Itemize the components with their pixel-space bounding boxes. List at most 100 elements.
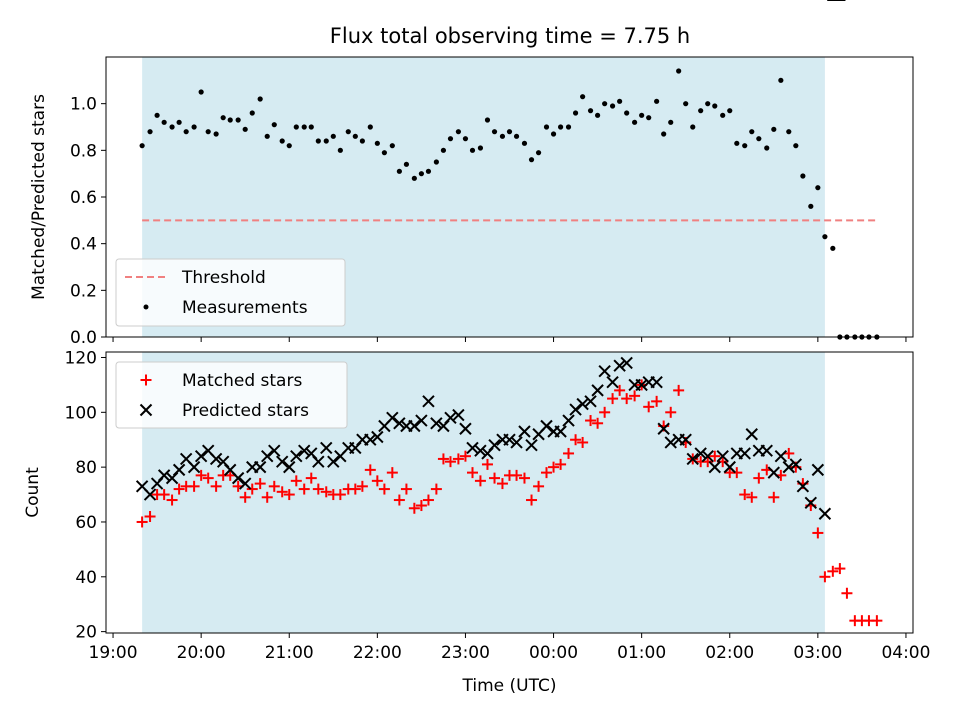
predicted-star-point bbox=[635, 378, 648, 392]
predicted-star-point bbox=[261, 449, 274, 463]
matched-star-point bbox=[356, 480, 368, 492]
predicted-star-point bbox=[415, 414, 428, 427]
predicted-star-point bbox=[796, 480, 810, 493]
matched-star-point bbox=[871, 615, 883, 627]
matched-star-point bbox=[629, 390, 641, 402]
measurement-point bbox=[198, 89, 204, 95]
matched-star-point bbox=[166, 494, 178, 506]
predicted-star-point bbox=[320, 441, 333, 455]
bottom-plot-panel: 20 40 60 80 100 120 19:00 20:00 21:00 22:00 23:00… bbox=[23, 0, 930, 696]
matched-star-point bbox=[819, 571, 831, 583]
x-tick-label: 20:00 bbox=[177, 643, 226, 663]
cross-stroke-b bbox=[312, 455, 325, 468]
measurement-point bbox=[543, 124, 550, 130]
cross-stroke-b bbox=[562, 414, 575, 427]
predicted-star-point bbox=[327, 455, 340, 468]
x-tick-label: 21:00 bbox=[265, 643, 314, 663]
matched-star-point bbox=[753, 472, 765, 484]
cross-stroke-b bbox=[139, 403, 153, 417]
matched-star-point bbox=[210, 480, 222, 492]
bottom-y-tick-label: 20 bbox=[75, 623, 97, 643]
matched-star-point bbox=[202, 472, 214, 484]
predicted-star-point bbox=[510, 436, 523, 449]
cross-stroke-b bbox=[364, 433, 377, 446]
measurement-point bbox=[359, 138, 365, 144]
matched-star-point bbox=[768, 491, 780, 503]
predicted-star-point bbox=[364, 433, 377, 446]
predicted-star-point bbox=[231, 471, 245, 485]
matched-star-point bbox=[415, 500, 427, 512]
top-y-tick-label: 1.0 bbox=[70, 95, 97, 115]
measurement-point bbox=[455, 129, 462, 135]
x-tick-label: 19:00 bbox=[89, 643, 138, 663]
matched-star-point bbox=[651, 395, 663, 407]
measurement-point bbox=[484, 117, 491, 123]
cross-stroke-b bbox=[796, 480, 810, 493]
cross-stroke-b bbox=[253, 460, 267, 474]
matched-star-point bbox=[614, 384, 626, 396]
matched-star-point bbox=[371, 475, 383, 487]
measurement-point bbox=[734, 140, 740, 146]
measurement-point bbox=[712, 103, 718, 109]
predicted-star-point bbox=[701, 449, 714, 463]
predicted-star-point bbox=[459, 422, 472, 435]
measurement-point bbox=[654, 98, 660, 104]
measurement-point bbox=[396, 168, 402, 174]
measurement-point bbox=[418, 171, 424, 177]
top-y-axis: 0.0 0.2 0.4 0.6 0.8 1.0 bbox=[70, 95, 106, 348]
matched-star-point bbox=[665, 406, 677, 418]
measurement-point bbox=[491, 129, 498, 135]
measurement-point bbox=[557, 124, 564, 130]
predicted-star-point bbox=[503, 433, 516, 446]
matched-star-point bbox=[430, 483, 442, 495]
predicted-star-point bbox=[606, 375, 619, 389]
measurement-point bbox=[205, 129, 211, 135]
matched-star-point bbox=[643, 401, 655, 413]
measurement-point bbox=[293, 124, 299, 130]
legend-cross-marker bbox=[139, 403, 153, 417]
cross-stroke-b bbox=[701, 449, 714, 463]
top-legend-box bbox=[115, 258, 346, 327]
cross-stroke-b bbox=[430, 417, 443, 430]
measurement-point bbox=[639, 112, 645, 118]
predicted-star-point bbox=[760, 444, 773, 457]
matched-star-point bbox=[254, 478, 266, 490]
predicted-star-point bbox=[738, 447, 751, 460]
matched-star-point bbox=[746, 491, 758, 503]
cross-stroke-b bbox=[598, 364, 611, 378]
matched-star-point bbox=[386, 467, 398, 479]
top-y-tick-label: 0.6 bbox=[70, 188, 97, 208]
measurement-point bbox=[352, 133, 358, 139]
measurement-point bbox=[690, 124, 696, 130]
x-axis-label: Time (UTC) bbox=[462, 676, 557, 696]
cross-stroke-b bbox=[216, 455, 230, 468]
predicted-star-point bbox=[540, 419, 553, 433]
predicted-star-point bbox=[298, 444, 311, 457]
cross-stroke-b bbox=[708, 460, 721, 474]
matched-star-point bbox=[570, 434, 582, 446]
cross-stroke-b bbox=[745, 428, 758, 441]
top-x-ticks bbox=[112, 337, 907, 342]
measurement-point bbox=[183, 129, 189, 135]
legend-measurement-swatch bbox=[143, 304, 149, 310]
cross-stroke-b bbox=[268, 444, 281, 457]
measurement-point bbox=[550, 131, 557, 137]
cross-stroke-b bbox=[459, 422, 472, 435]
cross-stroke-b bbox=[774, 449, 788, 463]
cross-stroke-b bbox=[290, 449, 303, 463]
matched-star-point bbox=[607, 393, 619, 405]
matched-star-point bbox=[496, 478, 508, 490]
cross-stroke-b bbox=[606, 375, 619, 389]
cross-stroke-b bbox=[554, 425, 567, 438]
bottom-x-axis: 19:00 20:00 21:00 22:00 23:00 00:00 01:00 02:00… bbox=[89, 633, 930, 663]
cross-stroke-b bbox=[231, 471, 245, 485]
measurement-point bbox=[235, 117, 241, 123]
x-tick-label: 04:00 bbox=[881, 643, 930, 663]
bottom-legend: Matched stars Predicted stars bbox=[115, 361, 348, 429]
measurement-point bbox=[389, 143, 395, 149]
matched-star-point bbox=[188, 480, 200, 492]
cross-stroke-b bbox=[664, 436, 677, 449]
bottom-y-tick-label: 40 bbox=[75, 568, 97, 588]
predicted-star-point bbox=[598, 364, 611, 378]
